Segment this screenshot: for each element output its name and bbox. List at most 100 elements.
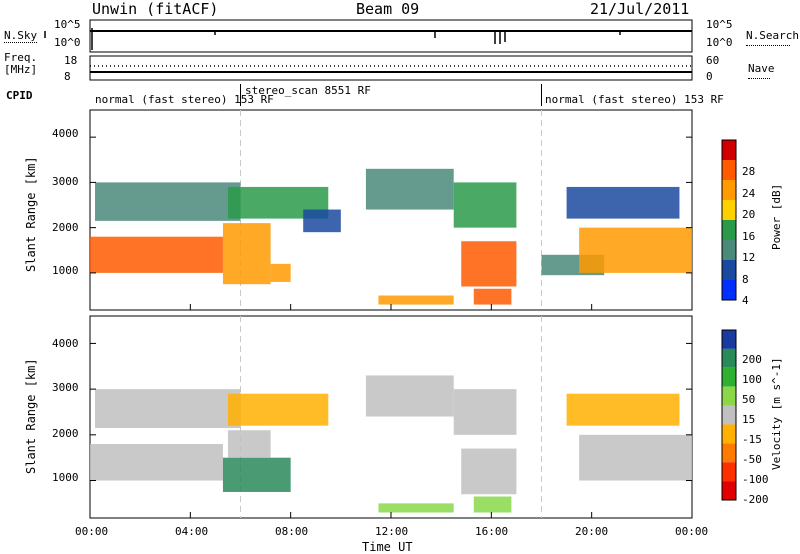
power-ytick-3000: 3000 xyxy=(52,175,79,188)
velocity-cbar-tick-6: -100 xyxy=(742,473,769,486)
velocity-cbar-swatch-5 xyxy=(722,424,736,444)
power-cbar-swatch-6 xyxy=(722,260,736,280)
power-cbar-frame xyxy=(721,139,737,301)
nsky-tick-top: 10^5 xyxy=(54,18,81,31)
freq-label: Freq. [MHz] xyxy=(4,51,38,76)
power-region-3 xyxy=(95,182,241,221)
power-cbar-tick-2: 20 xyxy=(742,208,756,221)
power-region-9 xyxy=(473,288,512,305)
nave-tick-bottom: 0 xyxy=(706,70,713,83)
freq-panel-frame xyxy=(89,55,693,81)
power-cbar-tick-1: 24 xyxy=(742,187,756,200)
velocity-cbar-tick-4: -15 xyxy=(742,433,762,446)
power-region-12 xyxy=(579,227,692,273)
power-cbar-swatch-0 xyxy=(722,140,736,160)
velocity-cbar-tick-0: 200 xyxy=(742,353,762,366)
power-region-8 xyxy=(461,241,517,287)
power-cbar-swatch-5 xyxy=(722,240,736,260)
power-ytick-4000: 4000 xyxy=(52,127,79,140)
velocity-cbar-swatch-3 xyxy=(722,386,736,406)
power-cbar-swatch-4 xyxy=(722,220,736,240)
velocity-cbar-tick-2: 50 xyxy=(742,393,756,406)
velocity-cbar-swatch-6 xyxy=(722,443,736,463)
velocity-region-9 xyxy=(378,503,454,513)
velocity-cbar-swatch-0 xyxy=(722,330,736,349)
power-cbar-tick-4: 12 xyxy=(742,251,756,264)
velocity-region-5 xyxy=(365,375,454,417)
xtick-6: 00:00 xyxy=(675,525,709,538)
nsky-label: N.Sky xyxy=(4,29,38,43)
velocity-region-0 xyxy=(90,443,223,481)
power-cbar-tick-5: 8 xyxy=(742,273,749,286)
cpid-segment-3: normal (fast stereo) 153 RF xyxy=(545,93,724,106)
power-ylabel: Slant Range [km] xyxy=(24,156,38,272)
power-cbar-swatch-1 xyxy=(722,160,736,180)
velocity-ytick-1000: 1000 xyxy=(52,471,79,484)
velocity-region-1 xyxy=(222,457,291,492)
velocity-region-11 xyxy=(566,393,680,426)
xtick-2: 08:00 xyxy=(275,525,309,538)
power-region-7 xyxy=(453,182,517,228)
xtick-5: 20:00 xyxy=(575,525,609,538)
cpid-label: CPID xyxy=(6,89,33,102)
velocity-cbar-swatch-8 xyxy=(722,481,736,500)
velocity-cbar-tick-7: -200 xyxy=(742,493,769,506)
velocity-ylabel: Slant Range [km] xyxy=(24,358,38,474)
velocity-ytick-4000: 4000 xyxy=(52,337,79,350)
power-region-1 xyxy=(222,223,271,285)
freq-tick-top: 18 xyxy=(64,54,78,67)
xtick-4: 16:00 xyxy=(475,525,509,538)
velocity-region-7 xyxy=(461,448,517,495)
xtick-3: 12:00 xyxy=(375,525,409,538)
power-region-5 xyxy=(303,209,341,233)
velocity-region-10 xyxy=(579,434,692,481)
velocity-cbar-tick-1: 100 xyxy=(742,373,762,386)
station-title: Unwin (fitACF) xyxy=(92,0,219,18)
xtick-0: 00:00 xyxy=(75,525,109,538)
velocity-cbar-frame xyxy=(721,329,737,501)
velocity-cbar-tick-5: -50 xyxy=(742,453,762,466)
power-cbar-label: Power [dB] xyxy=(770,183,783,250)
nsearch-tick-bottom: 10^0 xyxy=(706,36,733,49)
nave-tick-top: 60 xyxy=(706,54,720,67)
velocity-region-6 xyxy=(453,389,517,435)
power-ytick-2000: 2000 xyxy=(52,221,79,234)
nsearch-tick-top: 10^5 xyxy=(706,18,733,31)
velocity-region-4 xyxy=(227,393,329,426)
power-region-10 xyxy=(378,295,454,305)
velocity-region-8 xyxy=(473,496,512,513)
velocity-cbar-label: Velocity [m s^-1] xyxy=(770,357,783,470)
freq-tick-bottom: 8 xyxy=(64,70,71,83)
power-cbar-swatch-2 xyxy=(722,180,736,200)
date-title: 21/Jul/2011 xyxy=(590,0,690,18)
velocity-region-3 xyxy=(95,389,241,428)
power-cbar-swatch-7 xyxy=(722,280,736,300)
cpid-segment-1: normal (fast stereo) 153 RF xyxy=(95,93,274,106)
power-region-2 xyxy=(270,263,291,282)
power-cbar-tick-3: 16 xyxy=(742,230,756,243)
nsky-panel-frame xyxy=(89,19,693,53)
power-cbar-swatch-3 xyxy=(722,200,736,220)
power-region-0 xyxy=(90,236,223,273)
velocity-region-2 xyxy=(227,430,271,458)
velocity-cbar-swatch-2 xyxy=(722,367,736,387)
power-cbar-tick-0: 28 xyxy=(742,165,756,178)
velocity-cbar-swatch-7 xyxy=(722,462,736,482)
power-cbar-tick-6: 4 xyxy=(742,294,749,307)
velocity-ytick-2000: 2000 xyxy=(52,427,79,440)
nsearch-label: N.Search xyxy=(746,29,799,46)
beam-title: Beam 09 xyxy=(356,0,420,18)
velocity-cbar-tick-3: 15 xyxy=(742,413,756,426)
cpid-segment-2: stereo_scan 8551 RF xyxy=(245,84,371,97)
velocity-cbar-swatch-1 xyxy=(722,348,736,368)
velocity-ytick-3000: 3000 xyxy=(52,381,79,394)
nave-label: Nave xyxy=(748,62,775,79)
power-region-13 xyxy=(566,186,680,219)
xtick-1: 04:00 xyxy=(175,525,209,538)
power-ytick-1000: 1000 xyxy=(52,264,79,277)
xlabel: Time UT xyxy=(362,540,413,554)
velocity-cbar-swatch-4 xyxy=(722,405,736,425)
power-region-6 xyxy=(365,168,454,210)
nsky-tick-bottom: 10^0 xyxy=(54,36,81,49)
